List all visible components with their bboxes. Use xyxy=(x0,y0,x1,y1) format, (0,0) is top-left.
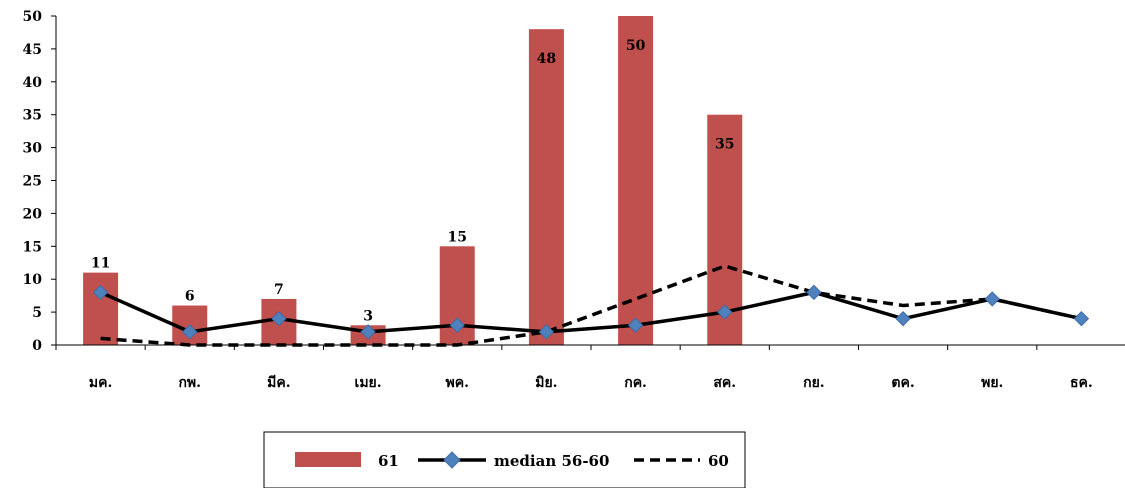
bar-data-label-6: 50 xyxy=(626,38,646,54)
y-tick-label-5: 5 xyxy=(32,305,42,321)
y-tick-label-50: 50 xyxy=(23,9,43,25)
median-marker-3 xyxy=(360,324,376,340)
series-line-median xyxy=(99,290,1082,334)
median-marker-1 xyxy=(182,324,198,340)
bar-data-label-4: 15 xyxy=(448,229,467,245)
bar-61-0 xyxy=(83,272,119,345)
median-marker-9 xyxy=(895,310,911,327)
legend-label-60: 60 xyxy=(708,452,729,470)
bar-61-6 xyxy=(618,16,654,345)
median-marker-2 xyxy=(271,310,287,327)
series-line-60 xyxy=(100,264,1082,347)
lines-layer xyxy=(92,264,1090,347)
y-tick-label-30: 30 xyxy=(23,141,43,157)
median-marker-11 xyxy=(1073,310,1090,327)
bar-data-label-1: 6 xyxy=(185,289,195,305)
x-tick-label-6: กค. xyxy=(624,375,647,391)
y-tick-label-25: 25 xyxy=(23,174,42,190)
legend-label-median: median 56-60 xyxy=(494,452,609,470)
x-tick-label-3: เมย. xyxy=(355,375,382,391)
median-marker-4 xyxy=(449,317,465,333)
median-marker-5 xyxy=(538,324,555,340)
x-tick-label-9: ตค. xyxy=(891,375,914,391)
y-tick-label-45: 45 xyxy=(23,42,42,58)
legend-label-61: 61 xyxy=(378,452,399,470)
bar-data-label-2: 7 xyxy=(274,282,284,298)
x-tick-label-1: กพ. xyxy=(178,375,201,391)
median-marker-0 xyxy=(92,284,109,301)
x-tick-label-2: มีค. xyxy=(267,375,290,391)
bar-61-5 xyxy=(528,29,564,345)
median-marker-7 xyxy=(717,304,733,320)
median-marker-8 xyxy=(806,284,822,301)
x-tick-label-7: สค. xyxy=(713,375,736,391)
legend-marker-median xyxy=(443,451,461,469)
bar-data-label-0: 11 xyxy=(91,256,110,272)
y-tick-label-35: 35 xyxy=(23,108,42,124)
y-tick-label-20: 20 xyxy=(23,206,43,222)
x-tick-label-10: พย. xyxy=(981,375,1003,391)
axes-layer: 0 5 10 15 20 25 30 35 40 45 50 มค. กพ. มีค. เมย. พค. มิย… xyxy=(23,9,1125,391)
x-tick-label-4: พค. xyxy=(446,375,469,391)
x-tick-label-8: กย. xyxy=(803,375,825,391)
bar-data-label-5: 48 xyxy=(537,51,556,67)
x-tick-label-0: มค. xyxy=(89,375,112,391)
y-tick-label-0: 0 xyxy=(32,338,42,354)
labels-layer: 11 6 7 3 15 48 50 35 xyxy=(91,38,735,324)
median-marker-6 xyxy=(627,317,644,333)
bar-data-label-7: 35 xyxy=(715,137,734,153)
bar-data-label-3: 3 xyxy=(363,308,373,324)
legend-swatch-61 xyxy=(295,452,361,467)
median-marker-10 xyxy=(984,291,1000,307)
y-tick-label-40: 40 xyxy=(23,75,43,91)
x-tick-label-11: ธค. xyxy=(1070,375,1093,391)
x-tick-label-5: มิย. xyxy=(535,375,557,391)
y-tick-label-15: 15 xyxy=(23,239,42,255)
legend: 61 median 56-60 60 xyxy=(263,431,746,488)
y-tick-label-10: 10 xyxy=(23,272,43,288)
